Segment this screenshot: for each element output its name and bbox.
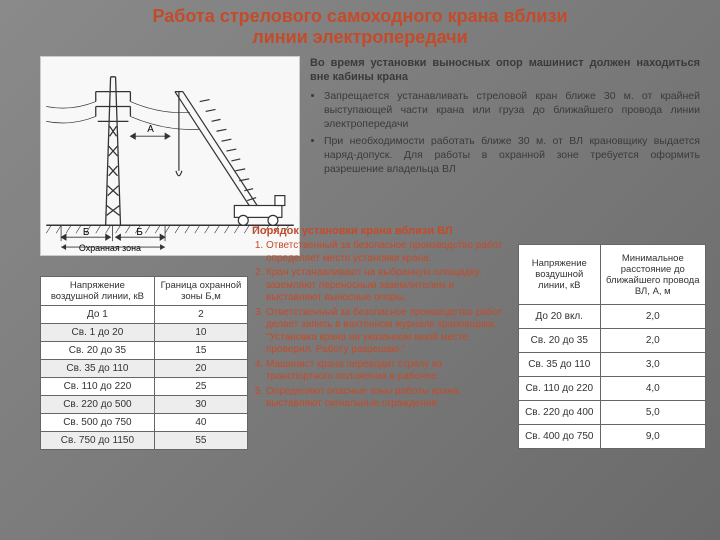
table-row: Св. 110 до 2204,0 <box>519 377 706 401</box>
dim-a-label: А <box>147 124 154 135</box>
table-header: Минимальное расстояние до ближайшего про… <box>600 245 705 305</box>
table-cell: Св. 35 до 110 <box>519 353 601 377</box>
table-cell: 10 <box>154 324 247 342</box>
table-header: Напряжение воздушной линии, кВ <box>519 245 601 305</box>
table-row: Св. 35 до 11020 <box>41 360 248 378</box>
order-list: Ответственный за безопасное производство… <box>252 240 510 411</box>
table-cell: 9,0 <box>600 425 705 449</box>
table-cell: Св. 35 до 110 <box>41 360 155 378</box>
table-row: До 12 <box>41 306 248 324</box>
table-cell: 2,0 <box>600 305 705 329</box>
order-item: Ответственный за безопасное производство… <box>266 240 510 265</box>
table-row: До 20 вкл.2,0 <box>519 305 706 329</box>
table-cell: 20 <box>154 360 247 378</box>
table-row: Св. 20 до 352,0 <box>519 329 706 353</box>
table-row: Св. 220 до 50030 <box>41 396 248 414</box>
table-cell: 3,0 <box>600 353 705 377</box>
table-cell: Св. 220 до 400 <box>519 401 601 425</box>
zone-table: Напряжение воздушной линии, кВ Граница о… <box>40 276 248 450</box>
order-title: Порядок установки крана вблизи ВЛ <box>252 225 510 237</box>
table-cell: Св. 1 до 20 <box>41 324 155 342</box>
table-cell: Св. 400 до 750 <box>519 425 601 449</box>
table-cell: 30 <box>154 396 247 414</box>
order-item: Кран устанавливают на выбранную площадку… <box>266 267 510 305</box>
table-row: Св. 750 до 115055 <box>41 432 248 450</box>
table-row: Св. 220 до 4005,0 <box>519 401 706 425</box>
table-header: Граница охранной зоны Б,м <box>154 277 247 306</box>
table-cell: Св. 110 до 220 <box>519 377 601 401</box>
table-cell: До 1 <box>41 306 155 324</box>
order-item: Машинист крана переводит стрелу из транс… <box>266 359 510 384</box>
table-cell: 2 <box>154 306 247 324</box>
table-cell: Св. 750 до 1150 <box>41 432 155 450</box>
intro-lead: Во время установки выносных опор машинис… <box>310 56 700 85</box>
table-row: Св. 1 до 2010 <box>41 324 248 342</box>
table-cell: 40 <box>154 414 247 432</box>
table-cell: 2,0 <box>600 329 705 353</box>
distance-table: Напряжение воздушной линии, кВ Минимальн… <box>518 244 706 449</box>
table-row: Св. 500 до 75040 <box>41 414 248 432</box>
table-cell: До 20 вкл. <box>519 305 601 329</box>
table-cell: 55 <box>154 432 247 450</box>
table-cell: Св. 20 до 35 <box>41 342 155 360</box>
table-row: Св. 110 до 22025 <box>41 378 248 396</box>
table-cell: 5,0 <box>600 401 705 425</box>
table-cell: 4,0 <box>600 377 705 401</box>
dim-b1-label: Б <box>83 227 89 238</box>
table-row: Св. 20 до 3515 <box>41 342 248 360</box>
zone-label: Охранная зона <box>79 243 141 253</box>
dim-b2-label: Б <box>136 227 142 238</box>
table-cell: 15 <box>154 342 247 360</box>
intro-list: Запрещается устанавливать стреловой кран… <box>310 89 700 177</box>
order-item: Ответственный за безопасное производство… <box>266 307 510 357</box>
title-line-2: линии электропередачи <box>252 27 467 47</box>
page-title: Работа стрелового самоходного крана вбли… <box>0 0 720 49</box>
intro-bullet: При необходимости работать ближе 30 м. о… <box>324 134 700 177</box>
table-cell: Св. 500 до 750 <box>41 414 155 432</box>
table-cell: Св. 110 до 220 <box>41 378 155 396</box>
order-item: Определяют опасные зоны работы крана, вы… <box>266 386 510 411</box>
table-cell: Св. 220 до 500 <box>41 396 155 414</box>
intro-block: Во время установки выносных опор машинис… <box>310 56 700 180</box>
table-row: Св. 400 до 7509,0 <box>519 425 706 449</box>
title-line-1: Работа стрелового самоходного крана вбли… <box>152 6 567 26</box>
table-row: Св. 35 до 1103,0 <box>519 353 706 377</box>
order-block: Порядок установки крана вблизи ВЛ Ответс… <box>252 225 510 413</box>
table-cell: 25 <box>154 378 247 396</box>
table-header: Напряжение воздушной линии, кВ <box>41 277 155 306</box>
table-cell: Св. 20 до 35 <box>519 329 601 353</box>
intro-bullet: Запрещается устанавливать стреловой кран… <box>324 89 700 132</box>
